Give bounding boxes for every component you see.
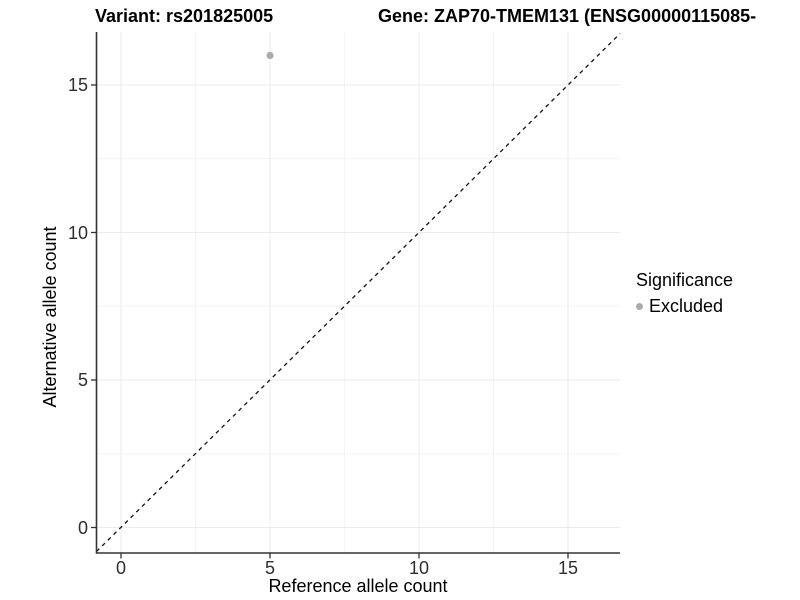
y-tick-10: 10	[67, 222, 88, 243]
x-tick-5: 5	[264, 558, 276, 578]
data-point	[266, 51, 274, 60]
legend-item-excluded: Excluded	[636, 297, 733, 315]
y-tick-0: 0	[77, 517, 88, 538]
legend-item-label: Excluded	[649, 296, 724, 316]
legend-title: Significance	[636, 270, 734, 290]
y-tick-5: 5	[77, 370, 88, 390]
x-tick-15: 15	[557, 558, 579, 578]
legend: Significance Excluded	[636, 271, 733, 315]
axis-tick-marks	[91, 84, 569, 559]
excluded-point-icon	[636, 302, 643, 310]
gene-title: Gene: ZAP70-TMEM131 (ENSG00000115085-	[378, 6, 757, 26]
minor-gridlines	[96, 32, 620, 553]
variant-title: Variant: rs201825005	[95, 6, 274, 26]
y-tick-15: 15	[67, 75, 88, 95]
identity-reference-line	[96, 33, 621, 552]
x-tick-10: 10	[408, 558, 430, 578]
axis-lines	[95, 32, 620, 554]
major-gridlines	[96, 32, 620, 553]
x-axis-title: Reference allele count	[268, 576, 448, 596]
y-axis-title: Alternative allele count	[40, 226, 60, 408]
x-tick-0: 0	[115, 558, 127, 578]
